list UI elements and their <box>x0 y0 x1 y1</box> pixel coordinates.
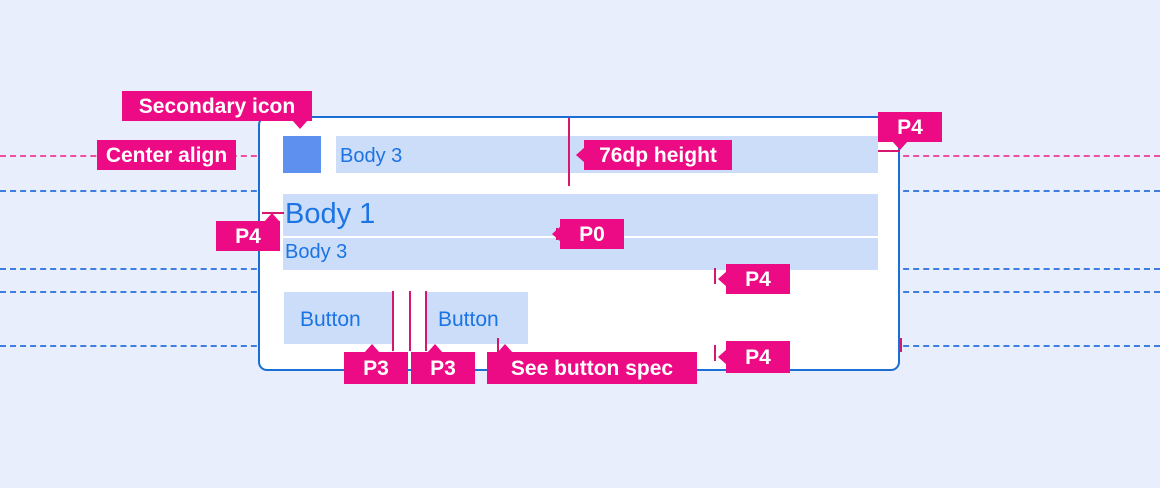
annotation-p4-left-pointer <box>264 213 280 222</box>
annotation-secondary-icon-pointer <box>292 120 308 129</box>
button-2-band[interactable] <box>425 292 528 344</box>
annotation-p4-top-right-label: P4 <box>897 115 923 139</box>
annotation-p4-bottom-right: P4 <box>718 341 790 373</box>
annotation-p4-mid-right-label: P4 <box>745 267 771 291</box>
annotation-p3-right: P3 <box>411 344 475 384</box>
annotation-p4-top-right-pointer <box>892 141 908 150</box>
annotation-p3-right-pointer <box>427 344 443 353</box>
row-body1-label: Body 1 <box>285 198 376 230</box>
annotation-see-button-spec-pointer <box>497 344 513 353</box>
annotation-dp-height: 76dp height <box>576 140 732 170</box>
button-1-label[interactable]: Button <box>300 308 361 331</box>
annotation-p4-left: P4 <box>216 213 280 251</box>
rule-p4-far-right <box>900 338 902 352</box>
annotation-p4-top-right: P4 <box>878 112 942 150</box>
rule-p4-mid-right <box>714 268 716 284</box>
annotation-dp-height-label: 76dp height <box>599 143 717 167</box>
annotation-see-button-spec: See button spec <box>487 344 697 384</box>
annotation-p3-left-pointer <box>364 344 380 353</box>
annotation-p4-left-label: P4 <box>235 224 261 248</box>
annotation-center-align: Center align <box>97 140 236 170</box>
row-body3-sub-label: Body 3 <box>285 241 348 263</box>
annotation-p3-right-label: P3 <box>430 356 456 380</box>
button-1-band[interactable] <box>284 292 392 344</box>
annotation-p3-left: P3 <box>344 344 408 384</box>
annotation-p4-bottom-right-label: P4 <box>745 345 771 369</box>
row-body3-top-label: Body 3 <box>340 145 403 167</box>
rule-p3-left-a <box>392 291 394 351</box>
annotation-p0-label: P0 <box>579 222 605 246</box>
secondary-icon-placeholder <box>283 136 321 173</box>
annotation-p0: P0 <box>552 219 624 249</box>
annotation-p0-pointer <box>552 226 561 242</box>
rule-p3-left-b <box>409 291 411 351</box>
rule-p4-top-right <box>878 150 900 152</box>
annotation-see-button-spec-label: See button spec <box>510 356 674 380</box>
annotation-secondary-icon-label: Secondary icon <box>138 94 296 118</box>
button-2-label[interactable]: Button <box>438 308 499 331</box>
annotation-p4-mid-right: P4 <box>718 264 790 294</box>
annotation-dp-height-pointer <box>576 147 585 163</box>
annotation-center-align-label: Center align <box>105 143 228 167</box>
rule-76dp-vertical <box>568 118 570 186</box>
rule-p4-bottom-right <box>714 345 716 361</box>
annotation-p4-bottom-right-pointer <box>718 349 727 365</box>
rule-p3-right-a <box>425 291 427 351</box>
annotation-p4-mid-right-pointer <box>718 271 727 287</box>
annotation-p3-left-label: P3 <box>363 356 389 380</box>
annotation-secondary-icon: Secondary icon <box>122 91 312 129</box>
